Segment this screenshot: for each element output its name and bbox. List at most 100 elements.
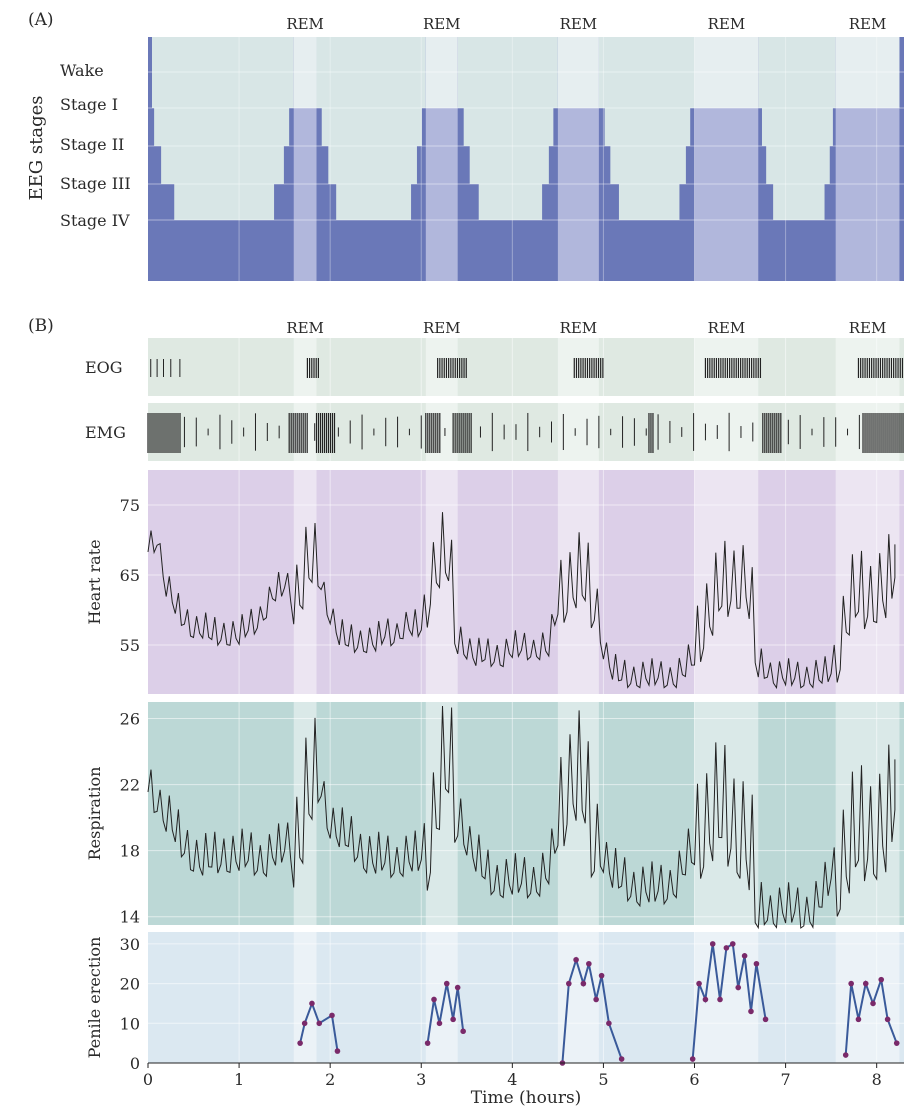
- penile-erection-point: [702, 996, 709, 1003]
- eeg-stage-step: [174, 182, 275, 220]
- eeg-stage-step: [478, 182, 543, 220]
- penile-erection-point: [431, 996, 437, 1003]
- penile-erection-point: [598, 972, 605, 979]
- penile-erection-line: [299, 1000, 339, 1052]
- x-tick-label: 4: [507, 1070, 517, 1089]
- rem-label: REM: [286, 15, 324, 33]
- eeg-stage-step: [610, 144, 686, 184]
- track-background: [148, 403, 904, 461]
- eeg-stage-step: [761, 106, 833, 146]
- x-tick-label: 2: [325, 1070, 335, 1089]
- heart-rate-line: [147, 512, 896, 690]
- eeg-stage-label: Stage III: [60, 174, 131, 193]
- eeg-stage-label: Stage I: [60, 95, 118, 114]
- penile-erection-point: [842, 1052, 849, 1058]
- series-panel: 14 18 22 26 Respiration: [85, 702, 904, 930]
- eeg-stage-step: [336, 182, 412, 220]
- y-tick-label: 20: [120, 975, 140, 994]
- eeg-rem-top: [293, 37, 317, 108]
- eeg-stage-step: [766, 144, 830, 184]
- rem-shading: [557, 403, 599, 461]
- penile-erection-point: [848, 980, 854, 987]
- eeg-stage-step: [154, 106, 290, 146]
- y-tick-label: 30: [120, 935, 140, 954]
- panel-b-label: (B): [28, 316, 54, 336]
- rem-label: REM: [849, 15, 887, 33]
- y-tick-label: 10: [120, 1014, 140, 1033]
- x-tick-label: 8: [872, 1070, 882, 1089]
- series-background: [148, 470, 904, 694]
- eeg-rem-top: [835, 37, 900, 108]
- eeg-stage-step: [463, 106, 554, 146]
- rem-shading: [557, 470, 599, 694]
- panel-a-label: (A): [28, 10, 54, 30]
- penile-erection-point: [334, 1048, 341, 1054]
- series-panel: 55 65 75 Heart rate: [85, 470, 904, 694]
- eeg-stage-step: [469, 144, 549, 184]
- penile-erection-point: [893, 1040, 900, 1046]
- penile-erection-point: [741, 953, 748, 959]
- eeg-wake-band: [316, 37, 426, 108]
- penile-erection-point: [884, 1016, 891, 1023]
- penile-erection-point: [717, 996, 723, 1003]
- series-y-axis-label: Heart rate: [85, 539, 104, 624]
- penile-erection-point: [606, 1020, 612, 1027]
- rem-label: REM: [286, 319, 324, 337]
- penile-erection-point: [729, 941, 736, 947]
- penile-erection-point: [454, 984, 461, 991]
- rem-shading: [835, 470, 900, 694]
- y-tick-label: 65: [120, 566, 140, 585]
- eeg-wake-band: [758, 37, 836, 108]
- rem-shading: [694, 338, 759, 396]
- eeg-stage-step: [618, 182, 680, 220]
- penile-erection-point: [723, 945, 730, 951]
- penile-erection-point: [870, 1000, 876, 1007]
- rem-shading: [293, 470, 317, 694]
- eeg-stage-step: [773, 182, 825, 220]
- penile-erection-point: [309, 1000, 315, 1007]
- penile-erection-point: [855, 1016, 862, 1023]
- rem-label: REM: [560, 319, 598, 337]
- rem-shading: [293, 338, 317, 396]
- rem-label: REM: [708, 319, 746, 337]
- penile-erection-point: [301, 1020, 308, 1027]
- rem-label: REM: [560, 15, 598, 33]
- penile-erection-point: [762, 1016, 769, 1023]
- rem-shading: [835, 702, 900, 925]
- y-tick-label: 75: [120, 496, 140, 515]
- rem-shading: [835, 932, 900, 1063]
- penile-erection-point: [593, 996, 599, 1003]
- rem-shading: [694, 403, 759, 461]
- eeg-y-axis-label: EEG stages: [26, 96, 47, 201]
- rem-label: REM: [849, 319, 887, 337]
- x-tick-label: 0: [143, 1070, 153, 1089]
- eeg-stage-label: Stage II: [60, 135, 124, 154]
- eeg-rem-top: [425, 37, 458, 108]
- y-tick-label: 22: [120, 776, 140, 795]
- rem-shading: [293, 932, 317, 1063]
- rem-label: REM: [423, 15, 461, 33]
- penile-erection-point: [753, 960, 760, 967]
- eeg-stage-step: [344, 218, 406, 220]
- x-tick-label: 7: [780, 1070, 790, 1089]
- penile-erection-point: [297, 1040, 303, 1046]
- y-tick-label: 0: [130, 1054, 140, 1073]
- y-tick-label: 55: [120, 636, 140, 655]
- eeg-stage-step: [161, 144, 284, 184]
- x-axis-label: Time (hours): [471, 1088, 582, 1108]
- penile-erection-point: [696, 980, 702, 987]
- y-tick-label: 14: [120, 908, 140, 927]
- x-tick-label: 5: [598, 1070, 608, 1089]
- series-background: [148, 702, 904, 925]
- penile-erection-point: [316, 1020, 323, 1027]
- panel-a: (A) REM REM REM REM REM Wake Stage I Stage II S…: [26, 10, 904, 281]
- rem-label: REM: [423, 319, 461, 337]
- penile-erection-point: [748, 1008, 754, 1015]
- penile-erection-point: [586, 960, 592, 967]
- penile-erection-point: [735, 984, 742, 991]
- series-y-axis-label: Penile erection: [85, 937, 104, 1059]
- eeg-wake-band: [152, 37, 294, 108]
- track-label: EMG: [85, 423, 126, 442]
- eeg-stage-label: Stage IV: [60, 211, 130, 230]
